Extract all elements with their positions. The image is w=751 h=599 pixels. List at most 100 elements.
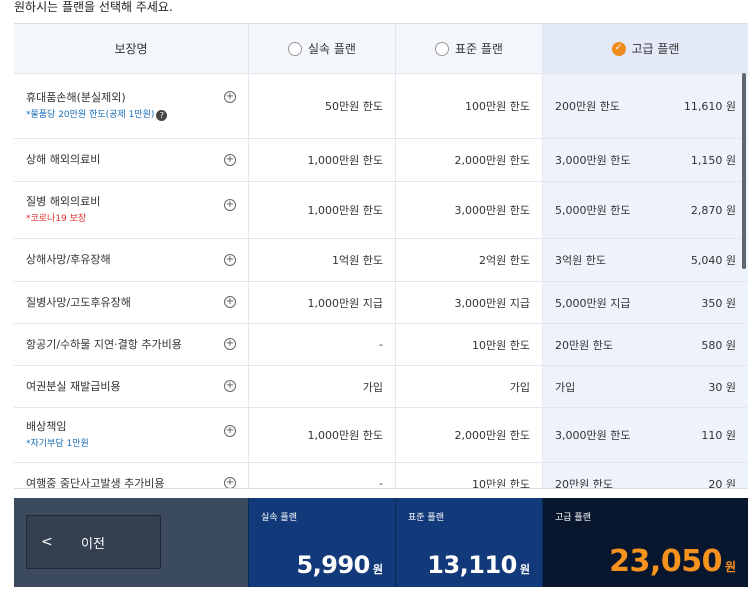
standard-value: 2억원 한도 [479,254,530,267]
standard-value-cell: 10만원 한도 [395,324,542,365]
premium-price: 11,610 원 [683,100,736,113]
basic-value: - [379,338,383,351]
plus-circle-icon[interactable]: + [224,296,236,308]
premium-price: 2,870 원 [690,204,736,217]
plus-circle-icon[interactable]: + [224,254,236,266]
basic-value-cell: 1억원 한도 [248,239,395,281]
basic-value: 1,000만원 한도 [307,204,383,217]
radio-icon[interactable] [435,41,449,56]
basic-value: 1,000만원 한도 [307,429,383,442]
standard-value: 3,000만원 한도 [454,204,530,217]
basic-value-cell: 1,000만원 한도 [248,139,395,181]
basic-value-cell: 가입 [248,366,395,407]
coverage-name-cell: 항공기/수하물 지연·결항 추가비용 + [14,324,248,365]
premium-price: 5,040 원 [690,254,736,267]
standard-value-cell: 100만원 한도 [395,74,542,138]
plan-premium-label: 고급 플랜 [631,42,680,56]
plus-circle-icon[interactable]: + [224,154,236,166]
premium-value-cell: 3,000만원 한도 110 원 [542,408,748,462]
basic-value: 가입 [362,380,383,394]
coverage-name-cell: 상해사망/후유장해 + [14,239,248,281]
premium-value-cell: 20만원 한도 20 원 [542,463,748,489]
table-row: 여권분실 재발급비용 + 가입 가입 가입 30 원 [14,366,748,408]
basic-value: 1억원 한도 [332,254,383,267]
coverage-title: 항공기/수하물 지연·결항 추가비용 [26,337,182,351]
basic-value-cell: - [248,463,395,488]
coverage-note-text: *자기부담 1만원 [26,438,89,449]
basic-value-cell: 1,000만원 지급 [248,282,395,323]
plan-option-standard[interactable]: 표준 플랜 [395,24,542,73]
plus-circle-icon[interactable]: + [224,338,236,350]
premium-value: 3,000만원 한도 [555,154,631,167]
plan-basic-label: 실속 플랜 [308,42,356,56]
plan-option-premium[interactable]: ✓ 고급 플랜 [542,24,748,73]
total-standard: 표준 플랜 13,110 원 [395,498,542,587]
basic-value-cell: 1,000만원 한도 [248,408,395,462]
coverage-name-cell: 휴대품손해(분실제외) *물품당 20만원 한도(공제 1만원)? + [14,74,248,138]
coverage-name-cell: 배상책임 *자기부담 1만원 + [14,408,248,462]
standard-value: 가입 [509,380,530,394]
premium-price: 20 원 [708,477,736,489]
total-basic: 실속 플랜 5,990 원 [248,498,395,587]
premium-value: 5,000만원 지급 [555,296,631,310]
coverage-title: 상해 해외의료비 [26,153,101,166]
standard-value-cell: 3,000만원 한도 [395,182,542,238]
table-row: 상해사망/후유장해 + 1억원 한도 2억원 한도 3억원 한도 5,040 원 [14,239,748,282]
coverage-title: 여권분실 재발급비용 [26,379,121,393]
table-row: 상해 해외의료비 + 1,000만원 한도 2,000만원 한도 3,000만원… [14,139,748,182]
plan-option-basic[interactable]: 실속 플랜 [248,24,395,73]
footer-nav: < 이전 [14,498,248,587]
standard-value-cell: 10만원 한도 [395,463,542,489]
plus-circle-icon[interactable]: + [224,380,236,392]
coverage-name-cell: 질병 해외의료비 *코로나19 보장 + [14,182,248,238]
table-row: 여행중 중단사고발생 추가비용 + - 10만원 한도 20만원 한도 20 원 [14,463,748,489]
currency-unit: 원 [372,563,383,576]
chevron-left-icon: < [41,534,53,550]
coverage-note-text: *물품당 20만원 한도(공제 1만원) [26,109,155,120]
plus-circle-icon[interactable]: + [224,477,236,488]
basic-value: 1,000만원 한도 [307,154,383,167]
premium-value-cell: 3,000만원 한도 1,150 원 [542,139,748,181]
premium-price: 580 원 [701,338,736,352]
coverage-title: 상해사망/후유장해 [26,253,111,266]
table-row: 질병사망/고도후유장해 + 1,000만원 지급 3,000만원 지급 5,00… [14,282,748,324]
total-basic-amount: 5,990 [296,551,370,579]
prev-button[interactable]: < 이전 [26,515,161,569]
scrollbar[interactable] [742,73,746,269]
coverage-table: 보장명 실속 플랜 표준 플랜 ✓ 고급 플랜 휴대품손해(분실제외) *물품당… [14,23,748,489]
basic-value-cell: 1,000만원 한도 [248,182,395,238]
premium-value: 200만원 한도 [555,100,620,113]
standard-value: 2,000만원 한도 [454,429,530,442]
standard-value: 2,000만원 한도 [454,154,530,167]
coverage-title: 질병 해외의료비 [26,194,101,208]
total-standard-name: 표준 플랜 [408,513,444,523]
coverage-title: 여행중 중단사고발생 추가비용 [26,476,165,489]
check-circle-icon[interactable]: ✓ [611,41,626,56]
standard-value: 10만원 한도 [472,338,530,352]
coverage-note-text: *코로나19 보장 [26,213,87,224]
plan-standard-label: 표준 플랜 [455,42,503,56]
table-row: 배상책임 *자기부담 1만원 + 1,000만원 한도 2,000만원 한도 3… [14,408,748,463]
coverage-note: *코로나19 보장 [26,213,248,226]
premium-value-cell: 5,000만원 한도 2,870 원 [542,182,748,238]
total-premium-amount: 23,050 [609,544,722,579]
premium-value: 3억원 한도 [555,254,606,267]
premium-value: 3,000만원 한도 [555,429,631,442]
premium-value: 20만원 한도 [555,338,613,352]
premium-price: 1,150 원 [690,154,736,167]
radio-icon[interactable] [288,41,302,56]
standard-value-cell: 2억원 한도 [395,239,542,281]
plus-circle-icon[interactable]: + [224,91,236,103]
plus-circle-icon[interactable]: + [224,199,236,211]
basic-value-cell: - [248,324,395,365]
plus-circle-icon[interactable]: + [224,425,236,437]
standard-value: 10만원 한도 [472,477,530,489]
premium-value-cell: 5,000만원 지급 350 원 [542,282,748,323]
table-row: 질병 해외의료비 *코로나19 보장 + 1,000만원 한도 3,000만원 … [14,182,748,239]
premium-price: 350 원 [701,296,736,310]
standard-value: 100만원 한도 [465,100,530,113]
basic-value-cell: 50만원 한도 [248,74,395,138]
help-icon[interactable]: ? [156,109,168,121]
table-row: 항공기/수하물 지연·결항 추가비용 + - 10만원 한도 20만원 한도 58… [14,324,748,366]
coverage-name-cell: 질병사망/고도후유장해 + [14,282,248,323]
